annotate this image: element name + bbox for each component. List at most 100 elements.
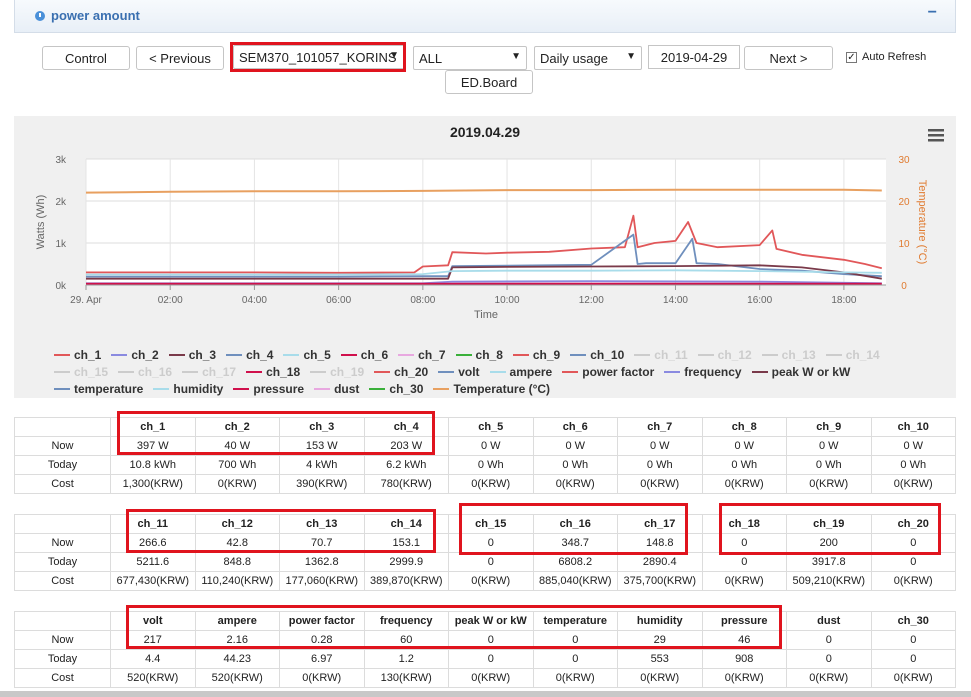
legend-item[interactable]: ampere [489, 365, 552, 379]
legend-label: ch_12 [717, 348, 752, 362]
series-line-humidity [86, 269, 882, 276]
legend-item[interactable]: ch_20 [374, 365, 428, 379]
legend-item[interactable]: ch_5 [283, 348, 331, 362]
table-cell: 0 Wh [701, 455, 787, 475]
x-tick-label: 18:00 [831, 295, 856, 306]
table-cell: 1,300(KRW) [110, 474, 196, 494]
table-cell: 40 W [194, 436, 280, 456]
table-cell: 0 [701, 552, 787, 572]
legend-label: ch_16 [138, 365, 173, 379]
x-tick-label: 02:00 [158, 295, 183, 306]
header-cell [14, 514, 111, 534]
legend-item[interactable]: ch_13 [761, 348, 816, 362]
table-cell: 130(KRW) [363, 668, 449, 688]
table-cell: 0 [786, 630, 872, 650]
legend-swatch [438, 371, 455, 373]
legend-item[interactable]: ch_2 [111, 348, 159, 362]
legend-item[interactable]: dust [314, 382, 359, 396]
row-label: Now [14, 533, 111, 553]
chart-area: 2019.04.29 0k 1k 2k 3k 0 10 20 30 29. Apr 02:00 04… [14, 116, 956, 398]
y-tick-label: 3k [55, 155, 67, 166]
header-cell: ch_15 [448, 514, 534, 534]
legend-item[interactable]: ch_12 [697, 348, 752, 362]
legend-item[interactable]: Temperature (°C) [433, 382, 550, 396]
legend-item[interactable]: humidity [153, 382, 223, 396]
legend-item[interactable]: ch_14 [825, 348, 880, 362]
legend-item[interactable]: ch_1 [54, 348, 101, 362]
row-label: Cost [14, 571, 111, 591]
table-cell: 848.8 [194, 552, 280, 572]
table-cell: 0 [532, 649, 618, 669]
auto-refresh-checkbox[interactable]: ✓ [846, 52, 857, 63]
table-cell: 10.8 kWh [110, 455, 196, 475]
previous-button[interactable]: < Previous [136, 46, 224, 70]
control-button[interactable]: Control [42, 46, 130, 70]
legend-item[interactable]: ch_7 [398, 348, 446, 362]
legend-swatch [246, 371, 263, 373]
header-cell: power factor [279, 611, 365, 631]
table-cell: 0(KRW) [448, 668, 534, 688]
date-input[interactable]: 2019-04-29 [648, 45, 740, 69]
legend-item[interactable]: ch_11 [634, 348, 688, 362]
table-header-row: volt ampere power factor frequency peak W or… [14, 611, 956, 631]
header-cell: ch_9 [786, 417, 872, 437]
table-cell: 0 Wh [617, 455, 703, 475]
legend-item[interactable]: ch_4 [226, 348, 273, 362]
legend-label: ch_14 [845, 348, 880, 362]
header-cell: ch_18 [701, 514, 787, 534]
legend-item[interactable]: ch_9 [512, 348, 561, 362]
legend-item[interactable]: ch_3 [168, 348, 216, 362]
legend-item[interactable]: ch_19 [310, 365, 364, 379]
header-cell: temperature [532, 611, 618, 631]
legend-item[interactable]: power factor [562, 365, 654, 379]
legend-item[interactable]: ch_10 [570, 348, 624, 362]
scrollbar-thumb[interactable] [0, 691, 971, 697]
header-cell [14, 417, 111, 437]
legend-swatch [455, 354, 472, 356]
legend-item[interactable]: ch_15 [54, 365, 108, 379]
header-cell: ch_8 [701, 417, 787, 437]
device-select[interactable]: SEM370_101057_KORINS ▼ [233, 45, 405, 69]
row-label: Now [14, 630, 111, 650]
channel-select[interactable]: ALL ▼ [413, 46, 527, 70]
legend-label: pressure [253, 382, 305, 396]
legend-item[interactable]: ch_18 [246, 365, 300, 379]
table-cell: 148.8 [617, 533, 703, 553]
table-cell: 0 [870, 552, 956, 572]
sensor-table: volt ampere power factor frequency peak W or… [14, 611, 956, 688]
legend-label: ch_10 [590, 348, 625, 362]
next-button[interactable]: Next > [744, 46, 833, 70]
header-cell: ch_7 [617, 417, 703, 437]
legend-item[interactable]: peak W or kW [751, 365, 850, 379]
legend-swatch [283, 354, 300, 356]
edboard-button[interactable]: ED.Board [445, 70, 533, 94]
row-label: Now [14, 436, 111, 456]
legend-label: ch_9 [532, 348, 561, 362]
horizontal-scrollbar[interactable] [0, 691, 971, 697]
legend-swatch [369, 388, 386, 390]
legend-item[interactable]: frequency [664, 365, 742, 379]
collapse-icon[interactable]: − [927, 4, 937, 21]
legend-item[interactable]: ch_30 [369, 382, 423, 396]
legend-swatch [825, 354, 842, 356]
y-tick-label: 2k [55, 197, 67, 208]
legend-item[interactable]: ch_16 [118, 365, 172, 379]
legend-label: ch_15 [74, 365, 109, 379]
header-cell: ch_1 [110, 417, 196, 437]
legend-item[interactable]: ch_17 [182, 365, 236, 379]
table-cell: 0(KRW) [870, 668, 956, 688]
legend-item[interactable]: ch_8 [455, 348, 503, 362]
table-cell: 348.7 [532, 533, 618, 553]
y2-tick-label: 30 [898, 155, 910, 166]
legend-item[interactable]: temperature [54, 382, 143, 396]
legend-item[interactable]: volt [438, 365, 480, 379]
dropdown-arrow-icon: ▼ [389, 50, 399, 61]
legend-item[interactable]: pressure [233, 382, 304, 396]
header-cell: humidity [617, 611, 703, 631]
legend-swatch [226, 354, 243, 356]
hamburger-menu-icon[interactable] [928, 129, 944, 142]
table-cell: 677,430(KRW) [110, 571, 196, 591]
legend-item[interactable]: ch_6 [340, 348, 388, 362]
series-line-ch-3 [86, 264, 882, 280]
mode-select[interactable]: Daily usage ▼ [534, 46, 642, 70]
